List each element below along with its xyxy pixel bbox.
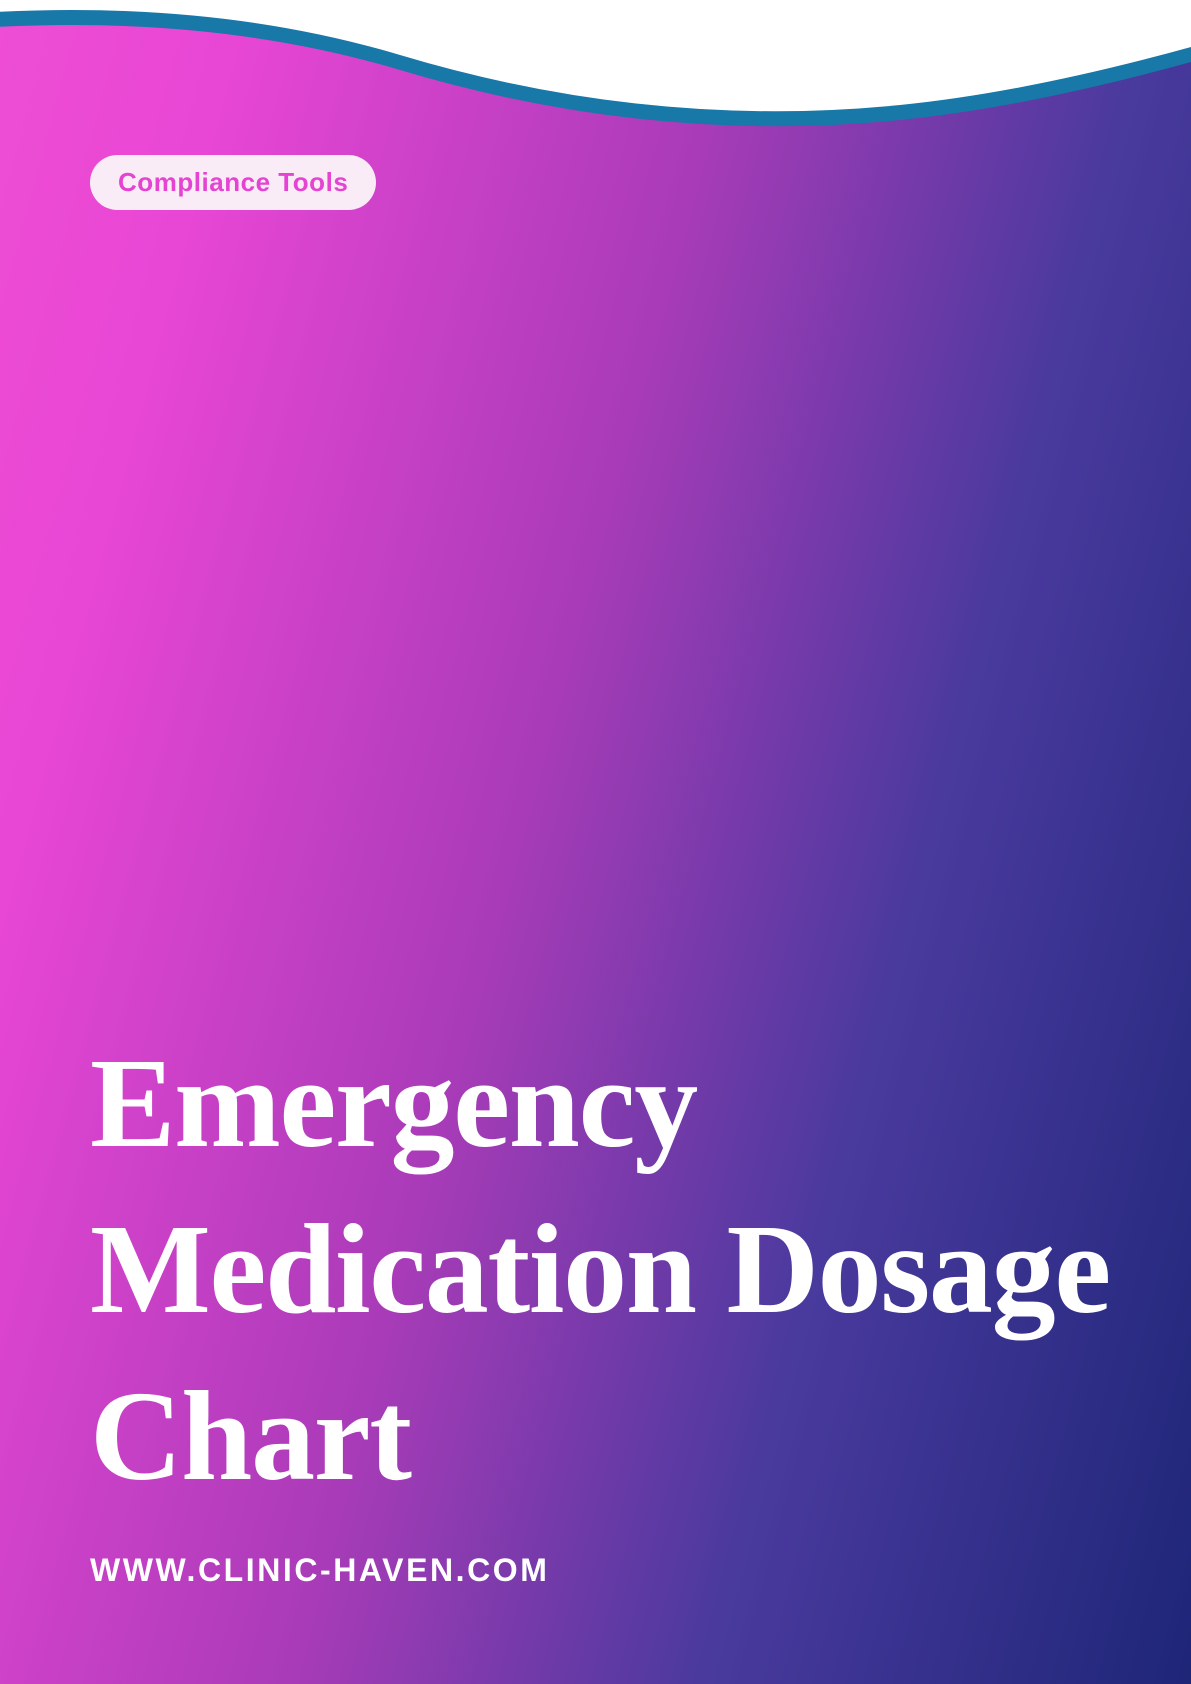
website-url: WWW.CLINIC-HAVEN.COM bbox=[90, 1552, 549, 1589]
badge-label: Compliance Tools bbox=[118, 167, 348, 197]
document-title: Emergency Medication Dosage Chart bbox=[90, 1020, 1191, 1519]
category-badge: Compliance Tools bbox=[90, 155, 376, 210]
